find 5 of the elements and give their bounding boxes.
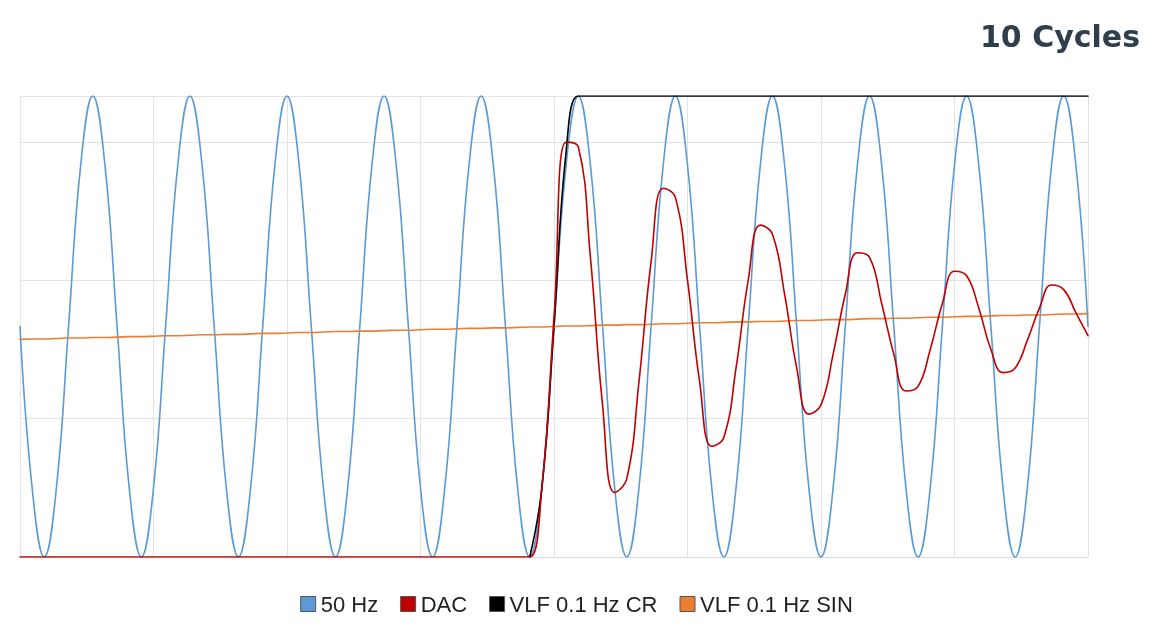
legend-label: DAC: [420, 591, 468, 617]
legend-label: VLF 0.1 Hz SIN: [700, 591, 853, 617]
legend-label: VLF 0.1 Hz CR: [509, 591, 658, 617]
legend-label: 50 Hz: [320, 591, 379, 617]
chart-title: 10 Cycles: [979, 18, 1141, 54]
